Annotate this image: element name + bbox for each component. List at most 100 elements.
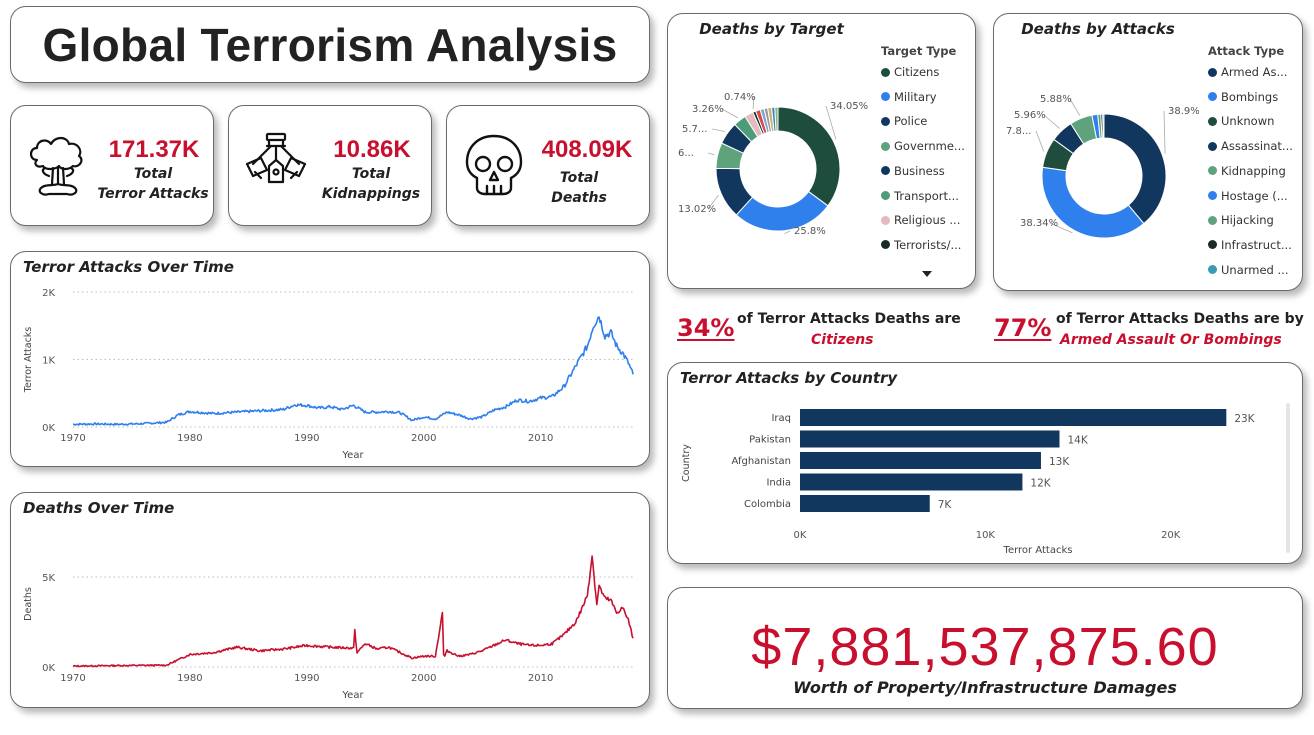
legend-item[interactable]: Unarmed ...: [1208, 263, 1288, 277]
label-leader: [707, 194, 719, 210]
label-leader: [752, 96, 755, 109]
legend-swatch: [1208, 215, 1217, 225]
legend-item[interactable]: Hostage (...: [1208, 189, 1288, 203]
damages-card: $7,881,537,875.60 Worth of Property/Infr…: [667, 587, 1303, 709]
legend-item[interactable]: Police: [881, 114, 927, 128]
label-leader: [1043, 114, 1060, 129]
bar: [800, 452, 1041, 469]
deaths-over-time-card: Deaths Over Time 0K 5K 1970 1980 1990 2000 201…: [10, 492, 650, 708]
legend-item[interactable]: Infrastruct...: [1208, 238, 1292, 252]
legend-swatch: [1208, 141, 1217, 151]
legend-label: Business: [894, 163, 945, 178]
legend-label: Military: [894, 89, 937, 104]
y-tick-label: 5K: [42, 573, 55, 584]
donut-slice: [774, 106, 779, 132]
legend-item[interactable]: Armed As...: [1208, 65, 1287, 79]
legend-item[interactable]: Military: [881, 90, 937, 104]
data-label: 7K: [938, 499, 953, 511]
legend-label: Religious ...: [894, 213, 961, 228]
legend-item[interactable]: Unknown: [1208, 114, 1274, 128]
legend-item[interactable]: Citizens: [881, 65, 939, 79]
legend-label: Bombings: [1221, 89, 1279, 104]
data-label: 6...: [678, 148, 694, 159]
legend-swatch: [881, 191, 890, 200]
x-tick-label: 2000: [411, 433, 436, 444]
kpi-card-kidnappings: 10.86K Total Kidnappings: [228, 105, 432, 226]
damages-value: $7,881,537,875.60: [751, 617, 1219, 677]
label-leader: [825, 105, 837, 140]
legend-item[interactable]: Hijacking: [1208, 213, 1274, 227]
kpi-value-deaths: 408.09K: [541, 136, 633, 163]
insight-citizens: 34% of Terror Attacks Deaths are Citizen…: [677, 308, 977, 354]
data-label: 14K: [1068, 435, 1089, 447]
legend-swatch: [1208, 92, 1217, 102]
donut-slice: [1103, 113, 1167, 225]
insight-text: of Terror Attacks Deaths are: [737, 311, 961, 327]
data-label: 7.8...: [1006, 126, 1031, 137]
legend-item[interactable]: Business: [881, 164, 945, 178]
y-tick-label: 0K: [42, 663, 55, 674]
y-tick-label: 1K: [42, 356, 55, 367]
legend-swatch: [1208, 67, 1217, 77]
x-tick-label: 1990: [294, 673, 319, 684]
bar: [800, 409, 1227, 426]
data-label: 5.7...: [682, 124, 707, 135]
kpi-card-attacks: 171.37K Total Terror Attacks: [10, 105, 214, 226]
x-tick-label: 0K: [794, 530, 807, 541]
legend-item[interactable]: Terrorists/...: [881, 238, 961, 252]
attacks-by-country-card: Terror Attacks by Country Iraq 23K Pakista…: [667, 362, 1303, 564]
category-label: Afghanistan: [731, 456, 791, 467]
legend-swatch: [881, 116, 890, 126]
donut-slice: [1102, 113, 1105, 139]
scrollbar[interactable]: [1286, 403, 1290, 553]
legend-item[interactable]: Transport...: [881, 189, 959, 203]
bar: [800, 495, 930, 512]
label-leader: [1049, 222, 1073, 234]
legend-label: Citizens: [894, 65, 940, 79]
data-label: 5.88%: [1040, 94, 1072, 105]
legend-label: Terrorists/...: [894, 237, 962, 252]
legend-label: Police: [894, 114, 928, 129]
x-tick-label: 1970: [60, 433, 85, 444]
legend-item[interactable]: Kidnapping: [1208, 164, 1286, 178]
data-label: 25.8%: [794, 226, 826, 237]
insight-highlight: Armed Assault Or Bombings: [1060, 332, 1282, 348]
attacks-over-time-card: Terror Attacks Over Time 0K 1K 2K 1970 1980 1…: [10, 251, 650, 467]
deaths-by-target-donut: 34.05% 25.8% 13.02% 6... 5.7... 3.26%0.74%: [678, 92, 868, 237]
legend-scroll-down-icon[interactable]: [921, 270, 933, 278]
legend-swatch: [881, 67, 890, 77]
series-line: [72, 316, 634, 426]
legend-label: Hostage (...: [1221, 188, 1288, 203]
x-tick-label: 1980: [177, 673, 202, 684]
label-leader: [784, 230, 791, 235]
category-label: Pakistan: [749, 435, 791, 446]
damages-label: Worth of Property/Infrastructure Damages: [793, 678, 1177, 697]
legend-swatch: [881, 92, 890, 102]
data-label: 3.26%: [692, 104, 724, 115]
chart-title: Deaths by Target: [699, 20, 844, 38]
legend-label: Infrastruct...: [1221, 237, 1292, 252]
legend-swatch: [1208, 240, 1217, 250]
skull-icon: [465, 134, 523, 196]
legend-title: Target Type: [881, 44, 957, 58]
x-tick-label: 2000: [411, 673, 436, 684]
data-label: 23K: [1234, 413, 1255, 425]
explosion-icon: [29, 136, 83, 196]
title-card: Global Terrorism Analysis: [10, 6, 650, 83]
kpi-value-attacks: 171.37K: [108, 136, 200, 163]
handcuffs-icon: [245, 132, 307, 184]
x-axis-title: Year: [341, 690, 364, 701]
legend-item[interactable]: Governme...: [881, 139, 965, 153]
legend-item[interactable]: Religious ...: [881, 213, 960, 227]
x-tick-label: 1980: [177, 433, 202, 444]
kpi-value-kidnappings: 10.86K: [333, 136, 411, 163]
kpi-label-attacks: Total Terror Attacks: [97, 166, 209, 202]
legend-item[interactable]: Assassinat...: [1208, 139, 1293, 153]
deaths-by-target-card: Deaths by Target 34.05% 25.8% 13.02% 6... 5.…: [667, 13, 976, 289]
deaths-over-time-chart: 0K 5K 1970 1980 1990 2000 2010 Year Deaths: [23, 555, 634, 701]
legend-label: Transport...: [894, 188, 959, 203]
legend-item[interactable]: Bombings: [1208, 90, 1278, 104]
kpi-card-deaths: 408.09K Total Deaths: [446, 105, 650, 226]
legend-swatch: [881, 166, 890, 176]
bar: [800, 430, 1060, 448]
